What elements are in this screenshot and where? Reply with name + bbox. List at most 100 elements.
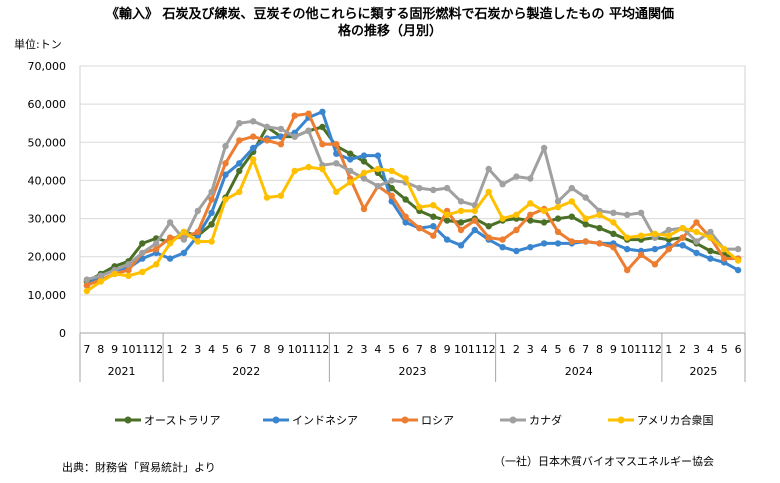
data-point — [388, 192, 395, 199]
data-point — [457, 242, 465, 249]
data-point — [568, 238, 575, 245]
data-point — [333, 141, 340, 148]
data-point — [388, 184, 395, 192]
data-point — [180, 249, 188, 257]
data-point — [374, 165, 382, 173]
x-tick-label-month: 5 — [222, 343, 229, 356]
data-point — [554, 240, 562, 247]
data-point — [360, 152, 368, 159]
x-tick-label-month: 5 — [554, 343, 561, 356]
x-tick-label-month: 4 — [374, 343, 381, 356]
data-point — [443, 211, 451, 218]
data-point — [402, 213, 409, 220]
x-tick-label-month: 11 — [135, 343, 149, 356]
data-point — [97, 272, 105, 279]
x-tick-label-month: 2 — [180, 343, 187, 356]
data-point — [582, 215, 589, 222]
x-tick-label-year: 2024 — [565, 365, 593, 378]
data-point — [360, 158, 368, 165]
y-tick-label: 0 — [59, 327, 66, 340]
data-point — [624, 234, 631, 241]
data-point — [443, 184, 451, 192]
data-point — [388, 177, 395, 184]
data-point — [693, 228, 700, 236]
data-point — [139, 240, 146, 247]
x-tick-label-month: 4 — [208, 343, 215, 356]
x-tick-label-month: 1 — [167, 343, 174, 356]
data-point — [540, 240, 548, 247]
data-point — [568, 184, 575, 192]
x-tick-label-month: 7 — [416, 343, 423, 356]
x-tick-label-month: 4 — [541, 343, 548, 356]
data-point — [540, 207, 548, 215]
legend-label: オーストラリア — [144, 414, 220, 427]
data-point — [527, 244, 534, 251]
data-point — [388, 167, 395, 175]
legend-label: インドネシア — [292, 414, 358, 427]
x-tick-label-year: 2023 — [399, 365, 427, 378]
data-point — [679, 234, 686, 241]
data-point — [624, 245, 631, 253]
data-point — [457, 207, 465, 215]
data-point — [651, 230, 659, 237]
data-point — [651, 245, 659, 253]
data-point — [554, 215, 562, 222]
data-point — [263, 194, 271, 201]
data-point — [721, 245, 728, 253]
data-point — [277, 141, 285, 148]
data-point — [208, 209, 215, 216]
x-tick-label-month: 10 — [454, 343, 468, 356]
data-point — [637, 251, 645, 258]
x-tick-label-month: 3 — [527, 343, 534, 356]
data-point — [83, 276, 91, 283]
x-tick-label-month: 2 — [679, 343, 686, 356]
x-tick-label-month: 9 — [111, 343, 118, 356]
data-point — [443, 236, 451, 243]
data-point — [610, 244, 617, 251]
data-point — [250, 156, 257, 163]
data-point — [374, 152, 382, 159]
data-point — [236, 137, 243, 144]
data-point — [637, 232, 645, 239]
data-point — [194, 228, 201, 236]
data-point — [665, 226, 672, 234]
organization-note: （一社）日本木質バイオマスエネルギー協会 — [494, 455, 714, 468]
data-point — [194, 207, 201, 215]
x-tick-label-month: 8 — [97, 343, 104, 356]
data-point — [540, 144, 548, 152]
data-point — [291, 167, 298, 175]
data-point — [347, 167, 354, 175]
data-point — [596, 240, 603, 247]
data-point — [139, 249, 146, 257]
data-point — [568, 198, 575, 205]
data-point — [153, 261, 160, 268]
data-point — [319, 108, 326, 116]
data-point — [610, 219, 617, 226]
data-point — [83, 287, 91, 295]
data-point — [499, 244, 506, 251]
data-point — [194, 238, 201, 245]
data-point — [416, 224, 423, 232]
x-tick-label-month: 9 — [610, 343, 617, 356]
data-point — [263, 123, 271, 131]
data-point — [665, 245, 672, 253]
x-tick-label-month: 8 — [596, 343, 603, 356]
unit-label: 単位:トン — [14, 38, 62, 51]
x-tick-label-month: 10 — [288, 343, 302, 356]
series-line — [85, 125, 740, 283]
x-tick-label-month: 2 — [347, 343, 354, 356]
data-point — [250, 133, 257, 140]
data-point — [693, 238, 700, 245]
data-point — [166, 234, 174, 241]
data-point — [624, 211, 631, 218]
data-point — [97, 278, 105, 285]
data-point — [527, 217, 534, 224]
data-point — [485, 234, 492, 241]
data-point — [305, 163, 312, 171]
data-point — [277, 125, 285, 133]
data-point — [236, 160, 243, 167]
data-point — [707, 234, 714, 241]
data-point — [430, 186, 437, 194]
data-point — [568, 213, 575, 220]
data-point — [734, 266, 742, 274]
